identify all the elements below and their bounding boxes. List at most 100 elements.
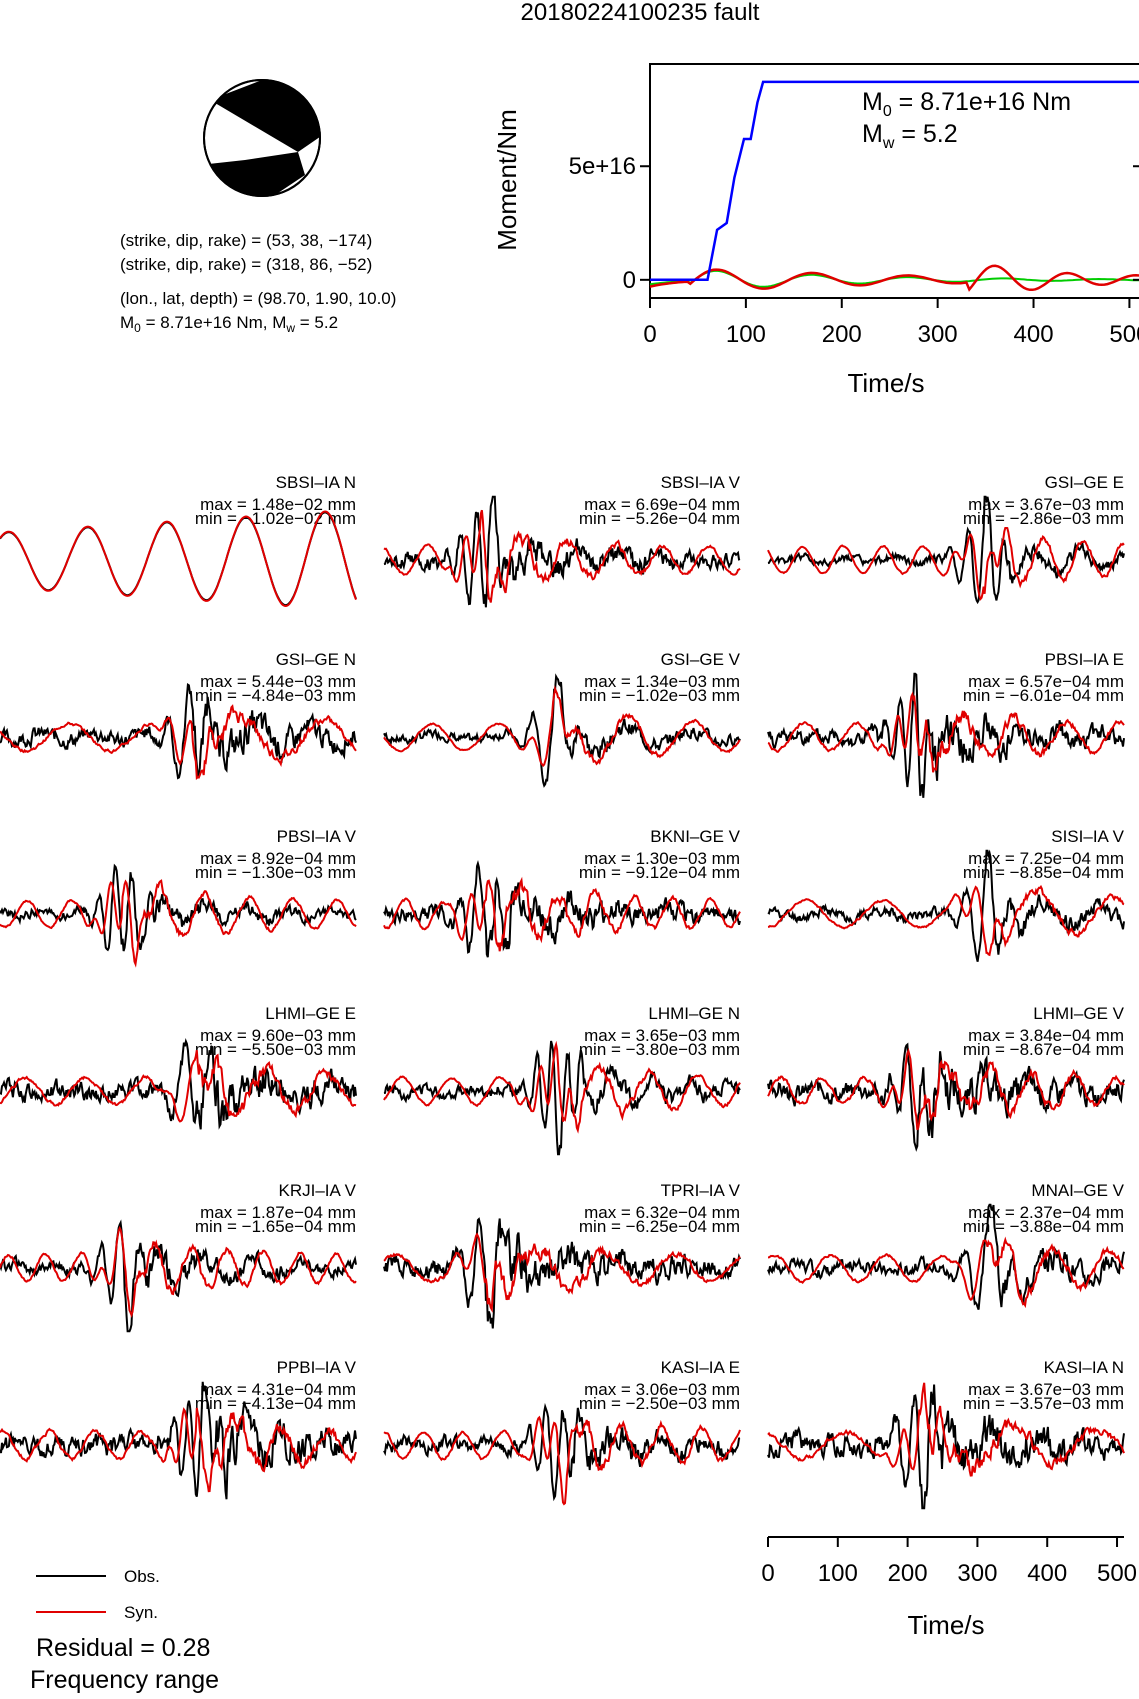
observed-trace bbox=[383, 859, 741, 958]
moment-xtick-label: 300 bbox=[918, 321, 958, 348]
trace-max-label: max = 1.30e−03 mm bbox=[584, 849, 740, 868]
observed-trace bbox=[0, 1038, 357, 1130]
cumulative-moment-line bbox=[650, 80, 1139, 282]
trace-station-label: SBSI–IA V bbox=[661, 473, 741, 492]
trace-min-label: min = −4.84e−03 mm bbox=[195, 686, 356, 705]
observed-trace bbox=[767, 672, 1125, 798]
trace-max-label: max = 5.44e−03 mm bbox=[200, 672, 356, 691]
observed-trace bbox=[767, 495, 1125, 605]
observed-trace bbox=[383, 1402, 741, 1502]
bottom-xlabel: Time/s bbox=[907, 1610, 984, 1640]
moment-xtick-label: 0 bbox=[643, 321, 656, 348]
bottom-xtick-label: 300 bbox=[957, 1560, 997, 1587]
moment-ytick-label: 5e+16 bbox=[569, 153, 636, 180]
trace-station-label: KRJI–IA V bbox=[279, 1181, 357, 1200]
trace-max-label: max = 4.31e−04 mm bbox=[200, 1380, 356, 1399]
trace-station-label: BKNI–GE V bbox=[650, 827, 740, 846]
synthetic-trace bbox=[0, 704, 357, 780]
legend: Obs. Syn. Residual = 0.28 Frequency rang… bbox=[30, 1567, 219, 1694]
trace-station-label: LHMI–GE N bbox=[648, 1004, 740, 1023]
observed-trace bbox=[0, 1219, 357, 1333]
trace-max-label: max = 6.32e−04 mm bbox=[584, 1203, 740, 1222]
waveform-panels: SBSI–IA N max = 1.48e−02 mm min = −1.02e−0… bbox=[0, 473, 1125, 1510]
trace-max-label: max = 3.06e−03 mm bbox=[584, 1380, 740, 1399]
synthetic-trace bbox=[767, 691, 1125, 773]
frequency-range-text: Frequency range bbox=[30, 1666, 219, 1694]
trace-max-label: max = 3.84e−04 mm bbox=[968, 1026, 1124, 1045]
synthetic-trace bbox=[768, 1236, 1125, 1309]
synthetic-trace bbox=[0, 1407, 357, 1493]
trace-min-label: min = −2.50e−03 mm bbox=[579, 1394, 740, 1413]
trace-station-label: PBSI–IA V bbox=[277, 827, 357, 846]
synthetic-trace bbox=[0, 1050, 357, 1123]
moment-ytick-label: 0 bbox=[623, 267, 636, 294]
trace-station-label: GSI–GE E bbox=[1045, 473, 1124, 492]
synthetic-trace bbox=[383, 509, 741, 603]
trace-min-label: min = −9.12e−04 mm bbox=[579, 863, 740, 882]
synthetic-trace bbox=[383, 1232, 741, 1313]
m0-label: M0 = 8.71e+16 Nm bbox=[862, 88, 1071, 120]
trace-station-label: MNAI–GE V bbox=[1031, 1181, 1124, 1200]
synthetic-trace bbox=[767, 527, 1125, 601]
beach-ball-icon bbox=[203, 79, 321, 197]
trace-max-label: max = 2.37e−04 mm bbox=[968, 1203, 1124, 1222]
observed-trace bbox=[0, 683, 357, 780]
trace-station-label: TPRI–IA V bbox=[661, 1181, 741, 1200]
trace-min-label: min = −8.67e−04 mm bbox=[963, 1040, 1124, 1059]
trace-min-label: min = −8.85e−04 mm bbox=[963, 863, 1124, 882]
trace-max-label: max = 6.69e−04 mm bbox=[584, 495, 740, 514]
trace-max-label: max = 3.67e−03 mm bbox=[968, 495, 1124, 514]
synthetic-trace bbox=[383, 1415, 741, 1506]
synthetic-trace bbox=[0, 879, 357, 968]
trace-max-label: max = 7.25e−04 mm bbox=[968, 849, 1124, 868]
synthetic-trace bbox=[383, 876, 741, 952]
observed-trace bbox=[383, 1217, 741, 1329]
mechanism-line-3: (lon., lat, depth) = (98.70, 1.90, 10.0) bbox=[120, 289, 396, 308]
trace-max-label: max = 1.87e−04 mm bbox=[200, 1203, 356, 1222]
synthetic-trace bbox=[383, 1040, 741, 1134]
synthetic-trace bbox=[0, 1225, 357, 1318]
trace-min-label: min = −6.01e−04 mm bbox=[963, 686, 1124, 705]
trace-min-label: min = −3.57e−03 mm bbox=[963, 1394, 1124, 1413]
observed-trace bbox=[767, 1042, 1125, 1152]
trace-station-label: LHMI–GE V bbox=[1033, 1004, 1124, 1023]
trace-station-label: SISI–IA V bbox=[1051, 827, 1124, 846]
trace-min-label: min = −2.86e−03 mm bbox=[963, 509, 1124, 528]
trace-min-label: min = −4.13e−04 mm bbox=[195, 1394, 356, 1413]
moment-rate-panel: 5e+16 00 100 200 300 400 500 Time/s Moment/Nm M0 … bbox=[492, 63, 1139, 398]
trace-min-label: min = −1.65e−04 mm bbox=[195, 1217, 356, 1236]
moment-ylabel: Moment/Nm bbox=[492, 109, 522, 251]
moment-xtick-label: 200 bbox=[822, 321, 862, 348]
trace-min-label: min = −1.02e−03 mm bbox=[579, 686, 740, 705]
trace-max-label: max = 1.48e−02 mm bbox=[200, 495, 356, 514]
observed-trace bbox=[0, 863, 357, 952]
moment-synthetic-line bbox=[649, 264, 1139, 292]
trace-min-label: min = −1.30e−03 mm bbox=[195, 863, 356, 882]
trace-max-label: max = 1.34e−03 mm bbox=[584, 672, 740, 691]
mechanism-line-2: (strike, dip, rake) = (318, 86, −52) bbox=[120, 255, 372, 274]
trace-min-label: min = −3.80e−03 mm bbox=[579, 1040, 740, 1059]
trace-station-label: PPBI–IA V bbox=[277, 1358, 357, 1377]
trace-min-label: min = −5.26e−04 mm bbox=[579, 509, 740, 528]
bottom-xtick-label: 500 bbox=[1097, 1560, 1137, 1587]
bottom-xtick-label: 400 bbox=[1027, 1560, 1067, 1587]
synthetic-trace bbox=[767, 884, 1125, 957]
observed-trace bbox=[767, 1203, 1125, 1310]
